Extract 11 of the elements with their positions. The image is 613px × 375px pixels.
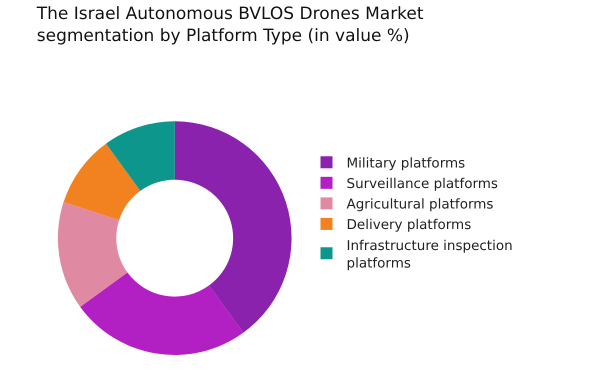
legend-label: Infrastructure inspection platforms [346,238,513,272]
legend-label: Surveillance platforms [346,176,498,192]
donut-slice [80,272,244,355]
legend-label: Delivery platforms [346,217,472,234]
legend-label: Military platforms [346,156,466,172]
donut-slice [58,202,128,307]
donut-slice [174,121,292,333]
donut-slice [106,121,175,191]
donut-slice [64,144,140,220]
chart-title: The Israel Autonomous BVLOS Drones Market segmentation by Platform Type (in value %) [36,4,424,46]
legend-label: Agricultural platforms [346,196,494,213]
